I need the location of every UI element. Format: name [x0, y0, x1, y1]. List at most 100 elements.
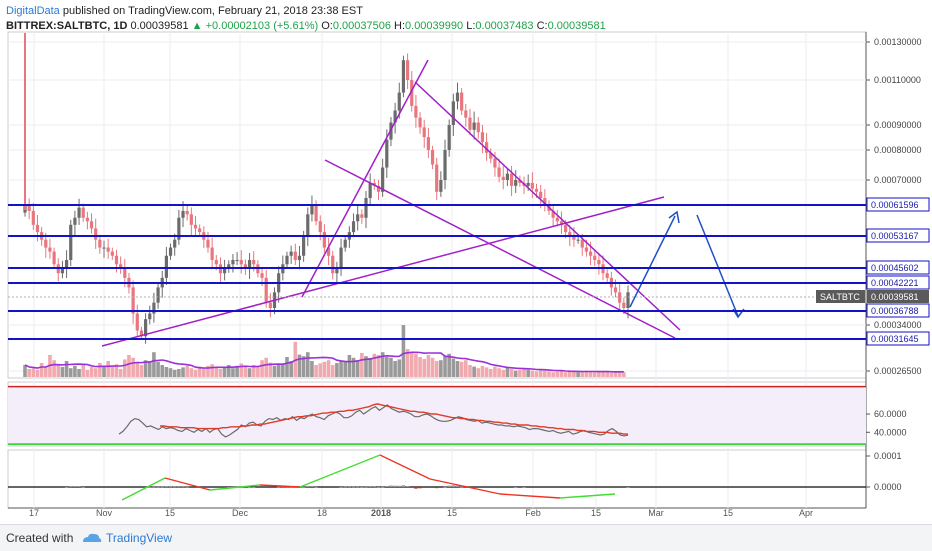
candle-body — [410, 80, 414, 106]
histogram-bar — [60, 487, 65, 488]
histogram-bar — [89, 487, 94, 488]
candle-body — [314, 204, 318, 222]
volume-bar — [85, 369, 90, 377]
signal-line-segment — [209, 484, 261, 491]
histogram-bar — [160, 486, 164, 488]
histogram-bar — [555, 487, 560, 488]
histogram-bar — [514, 487, 518, 488]
histogram-bar — [185, 486, 189, 488]
histogram-bar — [364, 486, 368, 488]
candle-body — [306, 214, 310, 236]
level-price-label-box — [866, 331, 930, 346]
candle-body — [135, 313, 139, 331]
candle-body — [368, 182, 372, 198]
symbol-label: BITTREX:SALTBTC, 1D — [6, 20, 128, 32]
low-label: L: — [466, 20, 476, 32]
histogram-bar — [389, 485, 393, 487]
footer-bar: Created with TradingView — [0, 524, 932, 551]
histogram-bar — [464, 487, 468, 488]
volume-bar — [177, 369, 181, 377]
histogram-bar — [609, 487, 614, 488]
candle-body — [310, 204, 314, 215]
volume-bar — [93, 368, 98, 377]
candle-body — [489, 152, 493, 159]
volume-bar — [555, 371, 560, 377]
histogram-bar — [98, 487, 102, 488]
candle-body — [156, 287, 160, 303]
histogram-bar — [335, 487, 339, 488]
histogram-bar — [360, 486, 364, 488]
candle-body — [381, 167, 385, 192]
histogram-bar — [56, 487, 60, 488]
volume-bar — [464, 360, 468, 377]
candle-body — [505, 173, 509, 180]
volume-bar — [185, 365, 189, 377]
volume-bar — [376, 355, 381, 377]
volume-ma-line — [24, 351, 624, 373]
volume-bar — [613, 372, 618, 377]
volume-bar — [202, 369, 206, 377]
volume-bar — [576, 372, 580, 377]
candle-body — [231, 259, 235, 265]
candle-body — [530, 182, 534, 189]
volume-bar — [127, 355, 131, 377]
histogram-bar — [497, 487, 501, 488]
volume-bar — [355, 360, 360, 377]
volume-bar — [68, 368, 73, 377]
histogram-bar — [347, 486, 352, 488]
volume-bar — [547, 371, 551, 377]
candle-body — [360, 214, 364, 218]
volume-bar — [543, 370, 547, 377]
histogram-bar — [222, 487, 227, 488]
candle-body — [110, 251, 114, 256]
volume-bar — [409, 353, 414, 377]
histogram-bar — [81, 486, 85, 488]
level-price-label: 0.00045602 — [871, 263, 919, 273]
histogram-bar — [102, 487, 106, 488]
volume-bar — [256, 366, 260, 377]
author-link[interactable]: DigitalData — [6, 5, 60, 17]
volume-bar — [505, 367, 510, 377]
volume-bar — [31, 368, 36, 377]
volume-bar — [430, 357, 435, 377]
candle-body — [189, 214, 193, 225]
candle-body — [181, 210, 185, 218]
candle-body — [335, 268, 339, 274]
volume-bar — [210, 364, 214, 377]
histogram-bar — [447, 485, 451, 487]
candle-body — [418, 117, 422, 128]
y-tick-label: 0.00110000 — [874, 75, 921, 85]
x-tick-label: 15 — [591, 508, 601, 518]
candle-body — [393, 110, 397, 123]
candle-body — [260, 273, 264, 278]
chart-canvas[interactable]: 0.00061596 0.00053167 0.00045602 0.00042221… — [0, 0, 932, 524]
rsi-band-fill — [8, 386, 866, 445]
close-label: C: — [536, 20, 548, 32]
candle-body — [460, 92, 464, 111]
volume-bar — [197, 366, 202, 377]
candle-body — [227, 264, 231, 269]
volume-bar — [243, 366, 248, 377]
volume-bar — [513, 370, 518, 377]
tradingview-logo-link[interactable]: TradingView — [106, 531, 173, 545]
volume-bar — [484, 367, 489, 377]
volume-bar — [439, 360, 443, 377]
histogram-bar — [127, 487, 131, 488]
candle-body — [31, 210, 35, 225]
projection-arrow-up — [629, 215, 676, 308]
candle-body — [64, 259, 69, 269]
histogram-bar — [256, 487, 260, 488]
candle-body — [597, 259, 601, 265]
volume-bar — [551, 372, 555, 377]
candle-body — [302, 235, 306, 256]
volume-bar — [56, 365, 61, 377]
candle-body — [343, 239, 347, 248]
candle-body — [618, 292, 622, 303]
histogram-bar — [210, 487, 214, 488]
histogram-bar — [123, 487, 127, 488]
candle-body — [580, 239, 584, 248]
volume-bar — [218, 369, 223, 377]
rsi-tick-label: 40.0000 — [874, 427, 907, 437]
volume-bar — [339, 361, 343, 377]
volume-bar — [509, 369, 514, 377]
